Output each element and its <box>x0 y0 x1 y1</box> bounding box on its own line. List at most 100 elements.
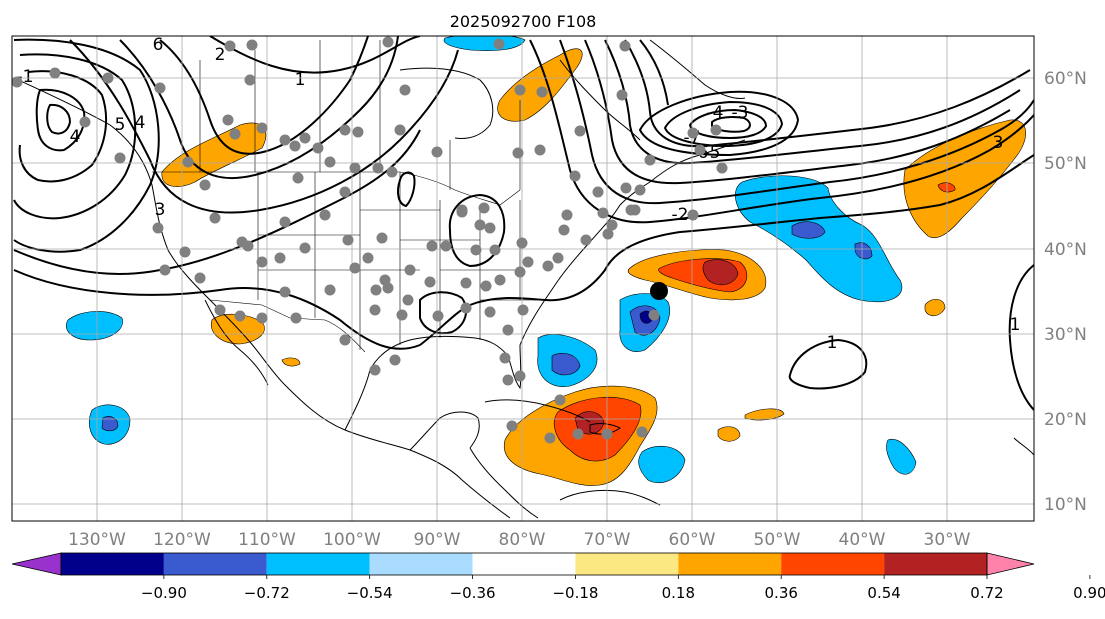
longitude-label: 30°W <box>924 530 971 550</box>
anomaly-negative-central-atlantic-core-b <box>854 242 873 260</box>
latitude-label: 20°N <box>1044 410 1087 430</box>
station-marker <box>349 262 361 274</box>
longitude-label: 130°W <box>68 530 126 550</box>
anomaly-negative-east-atlantic <box>886 438 917 475</box>
station-marker <box>352 126 364 138</box>
station-marker <box>79 116 91 128</box>
station-marker <box>561 209 573 221</box>
latitude-label: 10°N <box>1044 495 1087 515</box>
station-marker <box>396 309 408 321</box>
station-marker <box>199 179 211 191</box>
coastline-hispaniola <box>589 423 621 435</box>
contour-west-high-outer <box>209 36 421 74</box>
longitude-label: 50°W <box>754 530 801 550</box>
colorbar-tick-label: 0.18 <box>662 584 695 602</box>
anomaly-contours <box>13 36 1034 411</box>
latitude-labels: 60°N 50°N 40°N 30°N 20°N 10°N <box>1044 69 1087 515</box>
station-marker <box>580 234 592 246</box>
contour-atlantic-ridge-1 <box>529 39 1034 224</box>
colorbar-tick-label: −0.18 <box>552 584 598 602</box>
station-marker <box>456 204 468 216</box>
station-marker <box>569 170 581 182</box>
station-marker <box>339 186 351 198</box>
station-marker <box>592 186 604 198</box>
station-marker <box>644 154 656 166</box>
station-marker <box>182 156 194 168</box>
station-marker <box>574 125 586 137</box>
colorbar-segment <box>781 553 885 575</box>
station-marker <box>502 374 514 386</box>
station-marker <box>102 72 114 84</box>
station-marker <box>544 432 556 444</box>
station-marker <box>514 266 526 278</box>
colorbar-tick-label: 0.90 <box>1073 584 1105 602</box>
contour-label: -4 <box>707 103 724 123</box>
station-marker <box>480 280 492 292</box>
station-marker <box>362 252 374 264</box>
station-marker <box>478 202 490 214</box>
station-marker <box>292 172 304 184</box>
contour-east-atlantic-low <box>1008 264 1034 411</box>
contour-label: 6 <box>153 35 164 55</box>
anomaly-positive-atlantic-band-max <box>702 259 739 286</box>
coastline-hudson-bay <box>399 67 494 139</box>
latitude-label: 50°N <box>1044 154 1087 174</box>
station-marker <box>402 294 414 306</box>
station-marker <box>299 132 311 144</box>
longitude-label: 110°W <box>238 530 296 550</box>
station-marker <box>389 354 401 366</box>
station-markers <box>12 36 728 444</box>
contour-labrador-low-3 <box>688 108 768 140</box>
station-marker <box>279 286 291 298</box>
station-marker <box>179 246 191 258</box>
station-marker <box>619 40 631 52</box>
station-marker <box>349 162 361 174</box>
station-marker <box>244 74 256 86</box>
contour-label: 3 <box>155 200 166 220</box>
station-marker <box>460 277 472 289</box>
contour-west-high-4 <box>13 129 421 275</box>
station-marker <box>214 304 226 316</box>
contour-label: 4 <box>70 127 81 147</box>
station-marker <box>229 128 241 140</box>
contour-great-lakes-low-inner <box>397 171 416 208</box>
longitude-label: 40°W <box>839 530 886 550</box>
colorbar-segment <box>472 553 576 575</box>
station-marker <box>382 36 394 48</box>
contour-west-high-1 <box>159 36 369 155</box>
station-marker <box>246 39 258 51</box>
latitude-label: 30°N <box>1044 325 1087 345</box>
station-marker <box>324 156 336 168</box>
station-marker <box>534 144 546 156</box>
contour-gulf-low <box>419 291 468 335</box>
station-marker <box>234 310 246 322</box>
contour-label: 3 <box>993 133 1004 153</box>
coastline-cuba <box>484 399 591 423</box>
coastline-central-america <box>469 447 539 519</box>
station-marker <box>484 306 496 318</box>
contour-label: -5 <box>704 143 721 163</box>
anomaly-positive-east-atlantic-core <box>937 182 956 193</box>
contour-label: 5 <box>115 115 126 135</box>
contour-label: 1 <box>1010 315 1021 335</box>
longitude-label: 120°W <box>153 530 211 550</box>
station-marker <box>370 284 382 296</box>
station-marker <box>606 219 618 231</box>
station-marker <box>194 272 206 284</box>
contour-central-atlantic-low <box>788 338 868 390</box>
station-marker <box>256 122 268 134</box>
colorbar: −0.90 −0.72 −0.54 −0.36 −0.18 0.18 0.36 0.54 0.7… <box>11 552 1105 602</box>
station-marker <box>289 140 301 152</box>
anomaly-shading <box>66 36 1026 486</box>
colorbar-extend-high <box>986 552 1035 576</box>
station-marker <box>440 240 452 252</box>
station-marker <box>242 240 254 252</box>
station-marker <box>426 240 438 252</box>
station-marker <box>424 276 436 288</box>
station-marker <box>517 304 529 316</box>
anomaly-positive-gulf-speck <box>281 357 301 367</box>
station-marker <box>386 166 398 178</box>
coastline-baja <box>204 299 269 386</box>
station-marker <box>554 394 566 406</box>
